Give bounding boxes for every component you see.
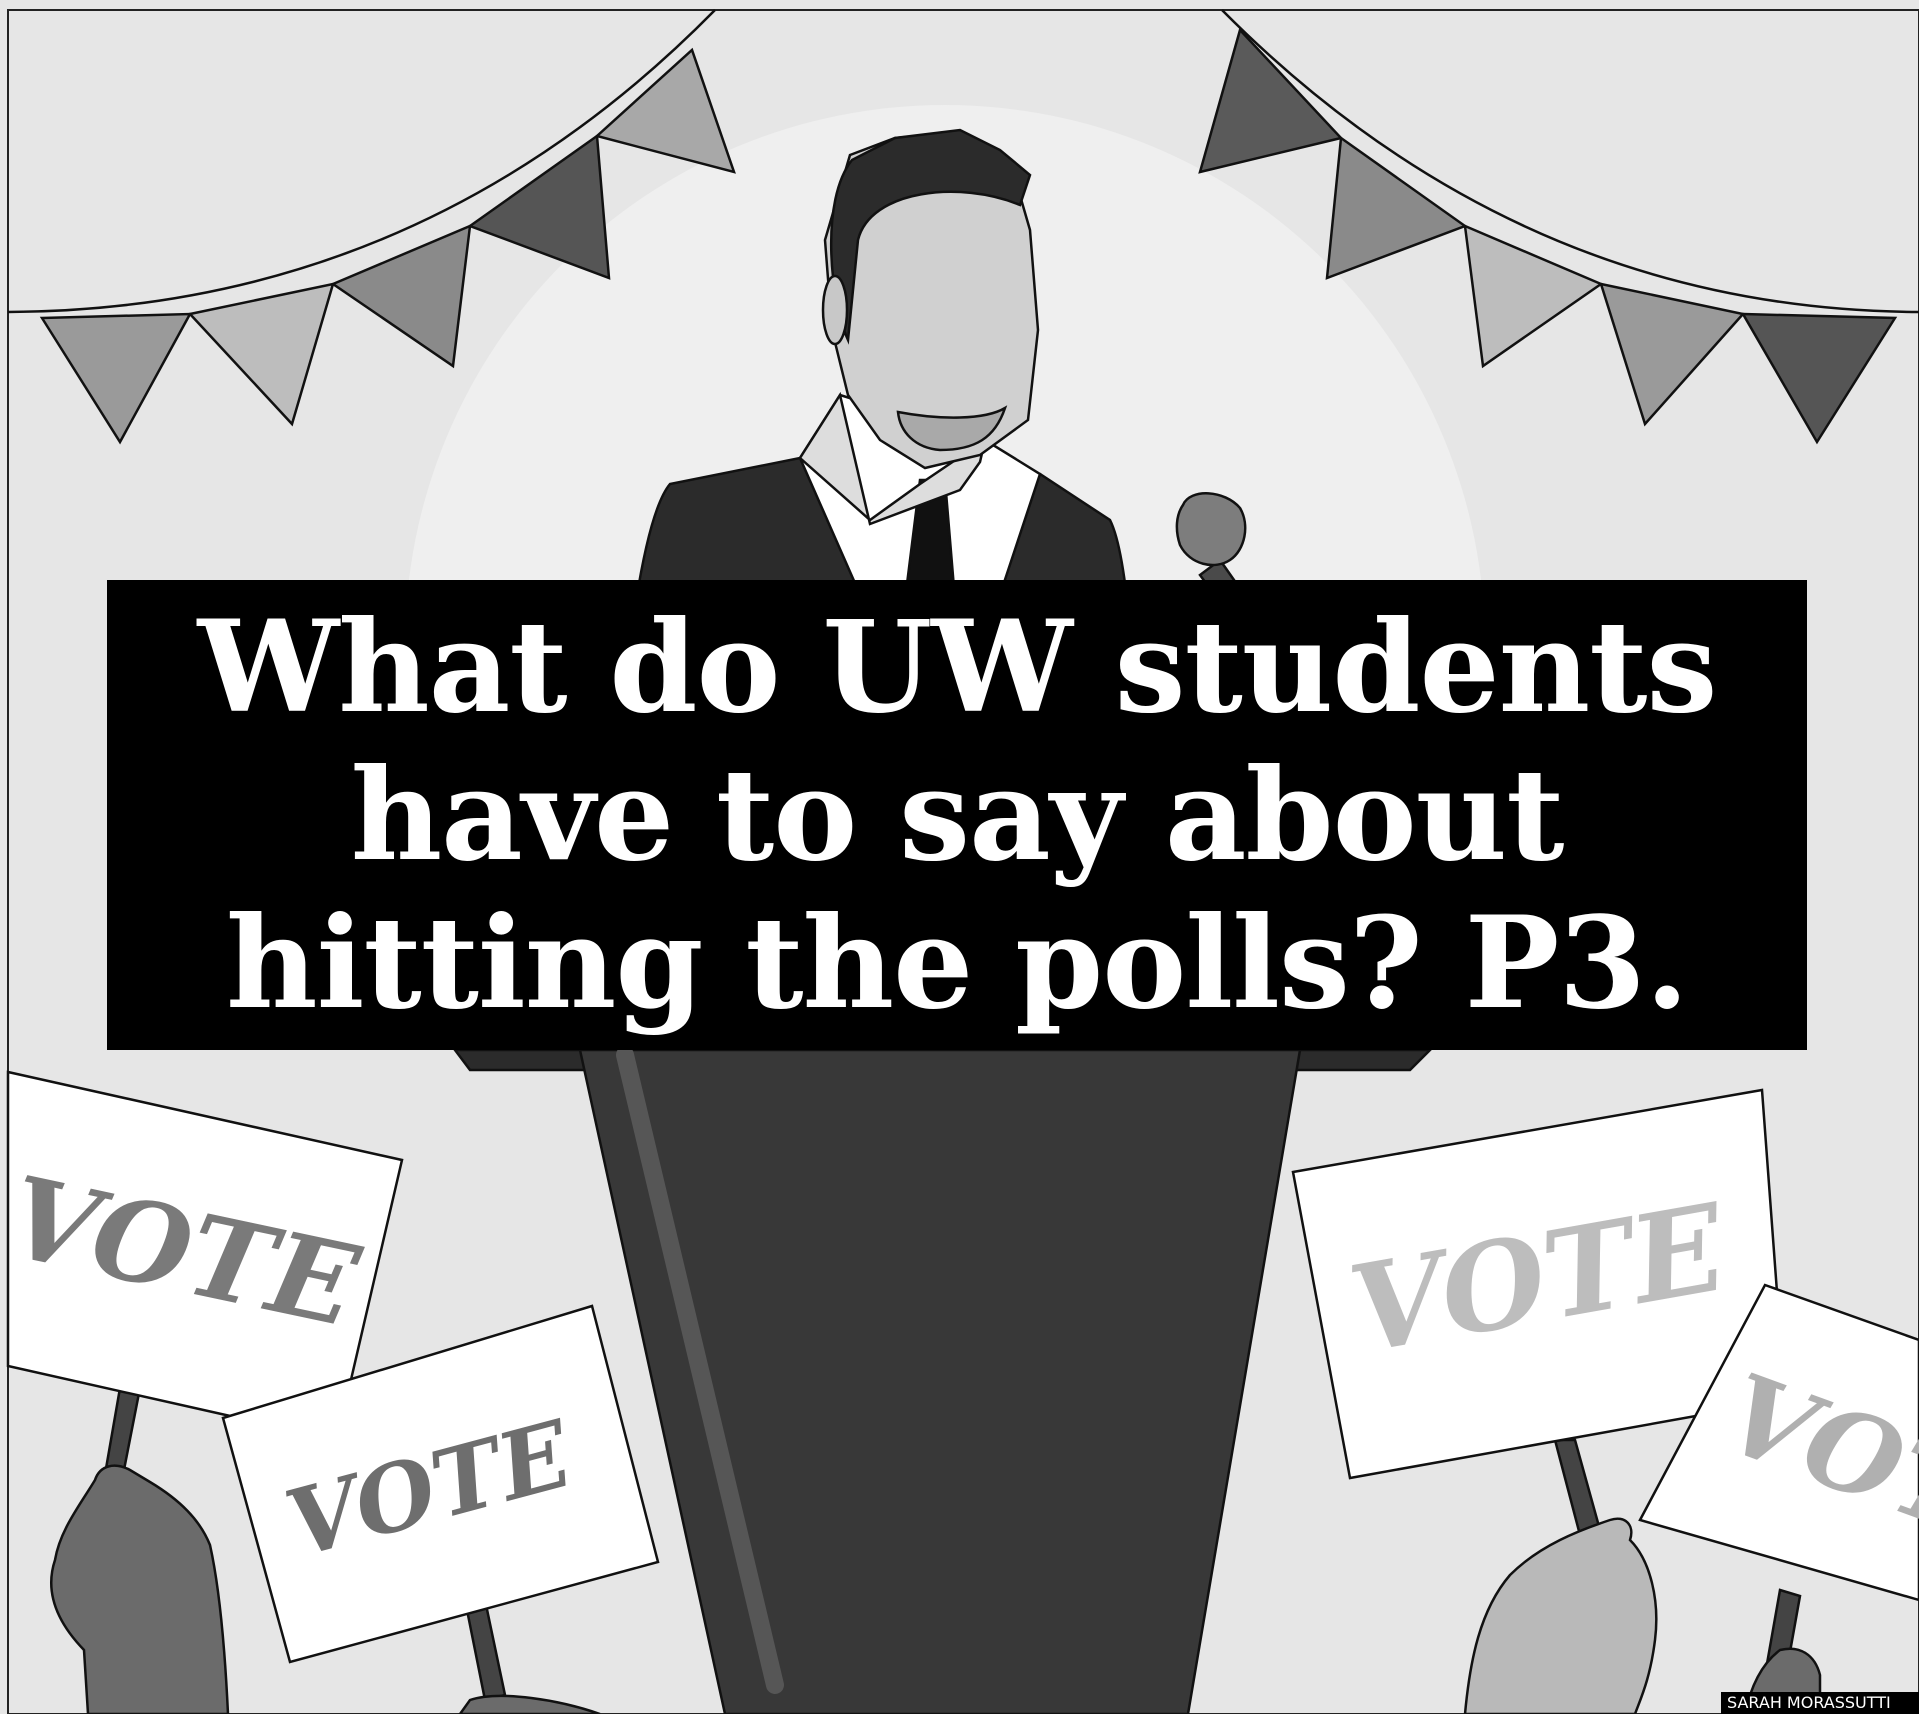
vote-sign-3: VOTE [1291, 1088, 1787, 1537]
headline-line-3: hitting the polls? P3. [226, 889, 1689, 1037]
artist-credit: SARAH MORASSUTTI [1721, 1692, 1919, 1714]
frame-border [7, 9, 1919, 1714]
bunting-left [7, 9, 736, 445]
left-hand [50, 1464, 601, 1714]
bunting-right [1198, 9, 1919, 445]
vote-sign-1: VOTE [0, 1070, 404, 1482]
headline-banner: What do UW students have to say about hi… [107, 580, 1807, 1050]
headline-line-2: have to say about [350, 741, 1565, 889]
podium [452, 1046, 1434, 1714]
headline-line-1: What do UW students [197, 593, 1718, 741]
vote-sign-2: VOTE [221, 1304, 660, 1702]
vote-sign-4: VOT [1638, 1283, 1919, 1682]
